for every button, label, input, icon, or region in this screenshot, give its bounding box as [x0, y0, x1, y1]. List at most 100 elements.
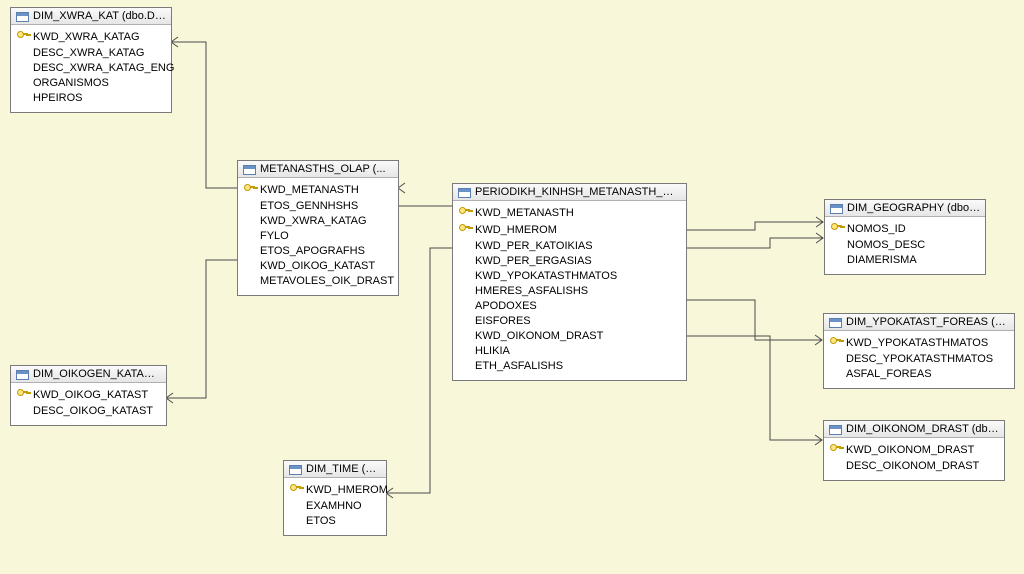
column-hmeres_asfalishs[interactable]: HMERES_ASFALISHS — [459, 284, 680, 299]
table-metanasths-olap[interactable]: METANASTHS_OLAP (... KWD_METANASTHETOS_G… — [237, 160, 399, 296]
column-nomos_desc[interactable]: NOMOS_DESC — [831, 238, 979, 253]
column-name: ETOS_APOGRAFHS — [260, 244, 365, 259]
column-name: DESC_OIKOG_KATAST — [33, 404, 153, 419]
column-name: HPEIROS — [33, 91, 83, 106]
table-header[interactable]: DIM_XWRA_KAT (dbo.DIM_X... — [11, 8, 171, 25]
column-name: HLIKIA — [475, 344, 510, 359]
column-name: METAVOLES_OIK_DRAST — [260, 274, 394, 289]
table-icon — [242, 163, 256, 175]
table-dim-geography[interactable]: DIM_GEOGRAPHY (dbo.D... NOMOS_IDNOMOS_DE… — [824, 199, 986, 275]
column-name: DESC_XWRA_KATAG — [33, 46, 144, 61]
column-kwd_ypokatasthmatos[interactable]: KWD_YPOKATASTHMATOS — [459, 269, 680, 284]
table-title: DIM_GEOGRAPHY (dbo.D... — [847, 202, 981, 214]
table-dim-xwra-kat[interactable]: DIM_XWRA_KAT (dbo.DIM_X... KWD_XWRA_KATA… — [10, 7, 172, 113]
primary-key-icon — [459, 205, 471, 222]
table-header[interactable]: DIM_OIKOGEN_KATAST (... — [11, 366, 166, 383]
table-icon — [829, 202, 843, 214]
table-dim-oikonom-drast[interactable]: DIM_OIKONOM_DRAST (dbo.DI... KWD_OIKONOM… — [823, 420, 1005, 481]
column-kwd_metanasth[interactable]: KWD_METANASTH — [244, 182, 392, 199]
column-kwd_oikog_katast[interactable]: KWD_OIKOG_KATAST — [17, 387, 160, 404]
table-icon — [288, 463, 302, 475]
column-eisfores[interactable]: EISFORES — [459, 314, 680, 329]
table-title: DIM_OIKOGEN_KATAST (... — [33, 368, 162, 380]
table-body: KWD_METANASTH KWD_HMEROMKWD_PER_KATOIKIAS… — [453, 201, 686, 380]
column-hpeiros[interactable]: HPEIROS — [17, 91, 165, 106]
column-kwd_oikonom_drast[interactable]: KWD_OIKONOM_DRAST — [459, 329, 680, 344]
table-icon — [15, 10, 29, 22]
column-kwd_oikonom_drast[interactable]: KWD_OIKONOM_DRAST — [830, 442, 998, 459]
column-name: KWD_OIKOG_KATAST — [260, 259, 375, 274]
column-name: FYLO — [260, 229, 289, 244]
table-dim-oikogen-katast[interactable]: DIM_OIKOGEN_KATAST (... KWD_OIKOG_KATAST… — [10, 365, 167, 426]
column-name: KWD_XWRA_KATAG — [33, 30, 140, 45]
column-name: KWD_OIKONOM_DRAST — [846, 443, 974, 458]
column-examhno[interactable]: EXAMHNO — [290, 499, 380, 514]
column-name: EXAMHNO — [306, 499, 362, 514]
column-desc_ypokatasthmatos[interactable]: DESC_YPOKATASTHMATOS — [830, 352, 1008, 367]
column-name: DESC_OIKONOM_DRAST — [846, 459, 979, 474]
table-header[interactable]: DIM_TIME (dbo.... — [284, 461, 386, 478]
column-name: NOMOS_ID — [847, 222, 906, 237]
column-name: KWD_HMEROM — [475, 223, 557, 238]
column-name: EISFORES — [475, 314, 531, 329]
table-title: DIM_OIKONOM_DRAST (dbo.DI... — [846, 423, 1000, 435]
table-icon — [457, 186, 471, 198]
column-apodoxes[interactable]: APODOXES — [459, 299, 680, 314]
table-header[interactable]: DIM_YPOKATAST_FOREAS (dbo.DIM_... — [824, 314, 1014, 331]
column-name: DESC_XWRA_KATAG_ENG — [33, 61, 174, 76]
table-title: PERIODIKH_KINHSH_METANASTH_OLAP... — [475, 186, 682, 198]
column-name: ETOS_GENNHSHS — [260, 199, 358, 214]
column-desc_xwra_katag_eng[interactable]: DESC_XWRA_KATAG_ENG — [17, 61, 165, 76]
table-icon — [828, 423, 842, 435]
column-metavoles_oik_drast[interactable]: METAVOLES_OIK_DRAST — [244, 274, 392, 289]
primary-key-icon — [244, 182, 256, 199]
table-header[interactable]: PERIODIKH_KINHSH_METANASTH_OLAP... — [453, 184, 686, 201]
primary-key-icon — [17, 387, 29, 404]
column-organismos[interactable]: ORGANISMOS — [17, 76, 165, 91]
column-kwd_hmerom[interactable]: KWD_HMEROM — [290, 482, 380, 499]
table-dim-time[interactable]: DIM_TIME (dbo.... KWD_HMEROMEXAMHNOETOS — [283, 460, 387, 536]
column-name: KWD_METANASTH — [475, 206, 574, 221]
table-body: KWD_METANASTHETOS_GENNHSHSKWD_XWRA_KATAG… — [238, 178, 398, 295]
table-dim-ypokatast-foreas[interactable]: DIM_YPOKATAST_FOREAS (dbo.DIM_... KWD_YP… — [823, 313, 1015, 389]
table-body: KWD_YPOKATASTHMATOSDESC_YPOKATASTHMATOSA… — [824, 331, 1014, 388]
column-hlikia[interactable]: HLIKIA — [459, 344, 680, 359]
table-body: KWD_OIKOG_KATASTDESC_OIKOG_KATAST — [11, 383, 166, 425]
primary-key-icon — [290, 482, 302, 499]
column-name: ORGANISMOS — [33, 76, 109, 91]
column-fylo[interactable]: FYLO — [244, 229, 392, 244]
column-name: NOMOS_DESC — [847, 238, 925, 253]
column-name: APODOXES — [475, 299, 537, 314]
table-body: NOMOS_IDNOMOS_DESCDIAMERISMA — [825, 217, 985, 274]
column-etos_apografhs[interactable]: ETOS_APOGRAFHS — [244, 244, 392, 259]
column-kwd_hmerom[interactable]: KWD_HMEROM — [459, 222, 680, 239]
table-header[interactable]: DIM_OIKONOM_DRAST (dbo.DI... — [824, 421, 1004, 438]
table-header[interactable]: METANASTHS_OLAP (... — [238, 161, 398, 178]
table-periodikh-kinhsh[interactable]: PERIODIKH_KINHSH_METANASTH_OLAP... KWD_M… — [452, 183, 687, 381]
column-name: ETH_ASFALISHS — [475, 359, 563, 374]
column-kwd_oikog_katast[interactable]: KWD_OIKOG_KATAST — [244, 259, 392, 274]
table-header[interactable]: DIM_GEOGRAPHY (dbo.D... — [825, 200, 985, 217]
column-eth_asfalishs[interactable]: ETH_ASFALISHS — [459, 359, 680, 374]
column-nomos_id[interactable]: NOMOS_ID — [831, 221, 979, 238]
column-diamerisma[interactable]: DIAMERISMA — [831, 253, 979, 268]
column-kwd_xwra_katag[interactable]: KWD_XWRA_KATAG — [17, 29, 165, 46]
column-kwd_metanasth[interactable]: KWD_METANASTH — [459, 205, 680, 222]
table-body: KWD_OIKONOM_DRASTDESC_OIKONOM_DRAST — [824, 438, 1004, 480]
column-etos[interactable]: ETOS — [290, 514, 380, 529]
column-etos_gennhshs[interactable]: ETOS_GENNHSHS — [244, 199, 392, 214]
column-desc_xwra_katag[interactable]: DESC_XWRA_KATAG — [17, 46, 165, 61]
column-kwd_ypokatasthmatos[interactable]: KWD_YPOKATASTHMATOS — [830, 335, 1008, 352]
column-kwd_per_katoikias[interactable]: KWD_PER_KATOIKIAS — [459, 239, 680, 254]
primary-key-icon — [830, 442, 842, 459]
column-kwd_per_ergasias[interactable]: KWD_PER_ERGASIAS — [459, 254, 680, 269]
table-icon — [828, 316, 842, 328]
column-desc_oikog_katast[interactable]: DESC_OIKOG_KATAST — [17, 404, 160, 419]
column-name: HMERES_ASFALISHS — [475, 284, 588, 299]
column-name: KWD_PER_KATOIKIAS — [475, 239, 593, 254]
column-desc_oikonom_drast[interactable]: DESC_OIKONOM_DRAST — [830, 459, 998, 474]
column-asfal_foreas[interactable]: ASFAL_FOREAS — [830, 367, 1008, 382]
column-name: KWD_OIKOG_KATAST — [33, 388, 148, 403]
column-kwd_xwra_katag[interactable]: KWD_XWRA_KATAG — [244, 214, 392, 229]
column-name: KWD_OIKONOM_DRAST — [475, 329, 603, 344]
